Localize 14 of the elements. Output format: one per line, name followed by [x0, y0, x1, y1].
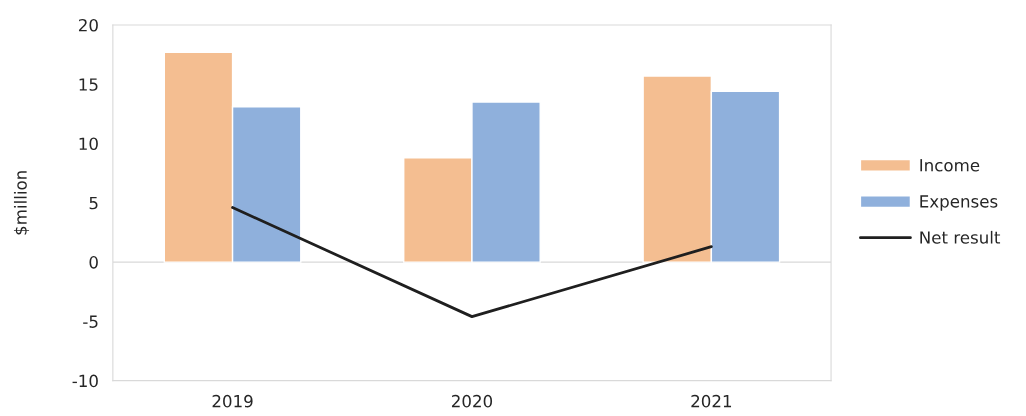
y-tick-label: 15: [79, 78, 98, 91]
y-tick-label: 5: [89, 196, 98, 210]
y-tick-label: 10: [79, 137, 98, 151]
legend-label: Expenses: [920, 195, 998, 211]
y-tick-label: -10: [72, 374, 98, 388]
legend-label: Net result: [920, 230, 1001, 244]
x-tick-label: 2020: [451, 394, 493, 408]
x-tick-label: 2021: [691, 394, 732, 408]
y-tick-label: 0: [89, 256, 98, 269]
y-axis-title: $million: [13, 171, 30, 235]
x-tick-label: 2019: [212, 394, 253, 408]
y-tick-label: 20: [78, 18, 98, 32]
legend-label: Income: [920, 159, 980, 172]
y-tick-label: -5: [83, 315, 98, 328]
